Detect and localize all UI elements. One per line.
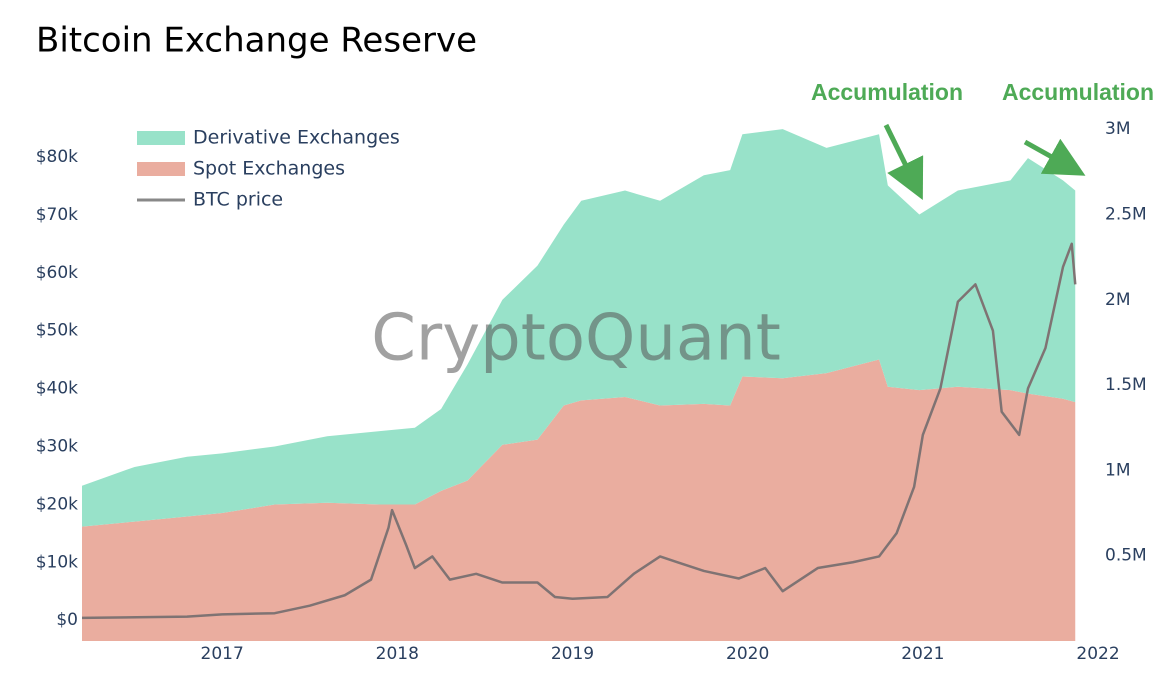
x-tick-label: 2017 xyxy=(201,644,244,664)
watermark: CryptoQuant xyxy=(371,302,781,376)
y-tick-label: $60k xyxy=(36,263,78,283)
annotation-arrow xyxy=(1023,138,1086,176)
legend-label: Derivative Exchanges xyxy=(193,127,400,149)
y-tick-label: $30k xyxy=(36,436,78,456)
legend-label: Spot Exchanges xyxy=(193,158,345,180)
y2-tick-label: 1.5M xyxy=(1105,375,1147,395)
chart-title: Bitcoin Exchange Reserve xyxy=(36,21,477,61)
area xyxy=(82,129,1076,527)
x-tick-label: 2020 xyxy=(726,644,769,664)
y-tick-label: $0 xyxy=(56,610,78,630)
annotation: Accumulation xyxy=(811,79,963,105)
y-tick-label: $80k xyxy=(36,147,78,167)
x-tick-label: 2021 xyxy=(901,644,944,664)
y-tick-label: $10k xyxy=(36,552,78,572)
area xyxy=(82,359,1076,641)
line xyxy=(82,242,1077,620)
annotation: Accumulation xyxy=(1002,79,1154,105)
y2-tick-label: 2M xyxy=(1105,290,1130,310)
x-tick-label: 2018 xyxy=(376,644,419,664)
legend-label: BTC price xyxy=(193,189,283,211)
x-tick-label: 2019 xyxy=(551,644,594,664)
y2-tick-label: 0.5M xyxy=(1105,546,1147,566)
legend-swatch xyxy=(137,131,185,145)
plot-area xyxy=(82,129,1077,641)
y-tick-label: $50k xyxy=(36,321,78,341)
legend-swatch xyxy=(137,162,185,176)
y-tick-label: $70k xyxy=(36,205,78,225)
y2-tick-label: 2.5M xyxy=(1105,204,1147,224)
y-tick-label: $20k xyxy=(36,494,78,514)
x-tick-label: 2022 xyxy=(1076,644,1119,664)
y2-tick-label: 3M xyxy=(1105,119,1130,139)
y-tick-label: $40k xyxy=(36,379,78,399)
annotation-arrow xyxy=(883,123,924,200)
y2-tick-label: 1M xyxy=(1105,460,1130,480)
